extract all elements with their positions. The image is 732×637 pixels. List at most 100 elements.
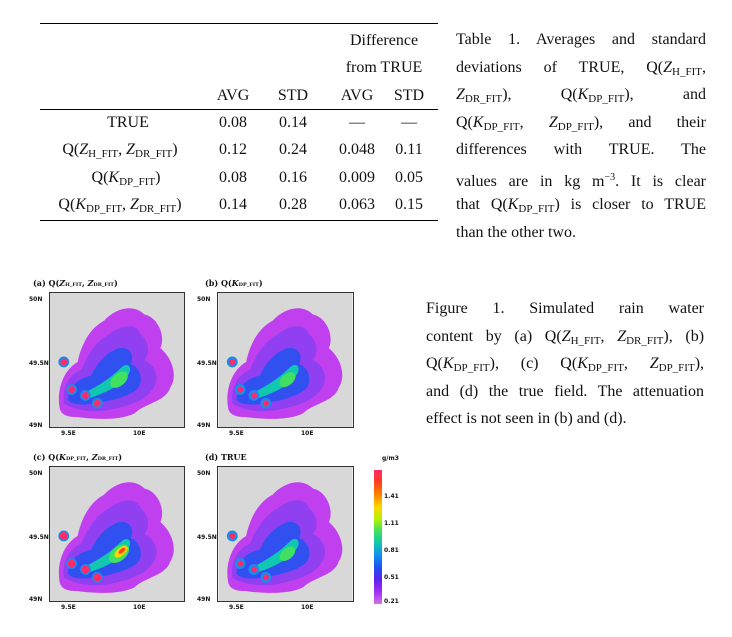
rain-map-panel [49, 292, 185, 428]
x-tick-label: 9.5E [229, 430, 244, 437]
cell-value: 0.14 [219, 196, 247, 213]
y-tick-label: 49N [29, 596, 43, 603]
colorbar-unit: g/m3 [382, 455, 399, 462]
rain-hotspot [81, 565, 90, 574]
caption-line: Figure 1. Simulated rain water [426, 300, 704, 317]
panel-title: (d) TRUE [205, 452, 247, 462]
rain-hotspot [250, 392, 258, 399]
col-header-std: STD [277, 87, 309, 104]
y-tick-label: 49.5N [29, 534, 49, 541]
rain-hotspot [237, 560, 244, 567]
y-tick-label: 49N [197, 422, 211, 429]
data-table: Difference from TRUE AVG STD AVG STD TRU… [40, 18, 438, 221]
y-tick-label: 50N [29, 296, 43, 303]
col-header-avg: AVG [216, 87, 250, 104]
panel-title: (a) Q(ZH_FIT, ZDR_FIT) [33, 278, 118, 288]
rain-cell-green [279, 372, 296, 388]
rain-hotspot [82, 392, 89, 399]
figure-caption: Figure 1. Simulated rain water content b… [426, 295, 704, 433]
rain-hotspot [93, 399, 101, 407]
caption-line: than the other two. [456, 223, 576, 241]
row-label: Q(ZH_FIT, ZDR_FIT) [62, 141, 178, 160]
rain-hotspot [67, 559, 76, 568]
group-header-line1: Difference [349, 32, 419, 49]
row-label: Q(KDP_FIT) [91, 169, 161, 188]
x-tick-label: 10E [301, 604, 314, 611]
colorbar [374, 470, 390, 604]
cell-value: 0.24 [279, 141, 307, 158]
y-tick-label: 49.5N [197, 360, 217, 367]
panel-title: (b) Q(KDP_FIT) [205, 278, 263, 288]
rain-hotspot [93, 573, 102, 582]
caption-line: effect is not seen in (b) and (d). [426, 410, 627, 427]
y-tick-label: 49.5N [29, 360, 49, 367]
rain-band-cyan [248, 539, 299, 574]
cell-value: 0.28 [279, 196, 307, 213]
caption-line: Table 1. Averages and standard [456, 31, 706, 48]
rain-map-panel [217, 466, 354, 602]
col-header-diff-std: STD [393, 87, 425, 104]
caption-line: that Q(KDP_FIT) is closer to TRUE [456, 196, 707, 215]
caption-line: Q(KDP_FIT), (c) Q(KDP_FIT, ZDP_FIT), [426, 355, 705, 374]
colorbar-label: 0.81 [384, 547, 399, 554]
y-tick-label: 50N [197, 296, 211, 303]
colorbar-strip [374, 470, 382, 604]
cell-value: — [349, 114, 365, 131]
y-tick-label: 50N [29, 470, 43, 477]
row-label: TRUE [107, 114, 149, 131]
rain-hotspot [262, 574, 269, 581]
rain-hotspot [262, 400, 269, 407]
caption-line: Q(KDP_FIT, ZDP_FIT), and their [456, 113, 706, 133]
rain-hotspot [229, 532, 236, 540]
x-tick-label: 10E [133, 430, 146, 437]
cell-value: 0.009 [339, 169, 375, 186]
y-tick-label: 49.5N [197, 534, 217, 541]
x-tick-label: 9.5E [229, 604, 244, 611]
rain-hotspot [60, 358, 68, 366]
rain-hotspot [59, 532, 68, 540]
colorbar-label: 1.41 [384, 493, 399, 500]
group-header-line2: from TRUE [345, 59, 423, 76]
caption-line: ZDR_FIT), Q(KDP_FIT), and [456, 86, 706, 105]
cell-value: 0.14 [279, 114, 307, 131]
panel-title: (c) Q(KDP_FIT, ZDR_FIT) [33, 452, 122, 462]
rain-map-panel [49, 466, 185, 602]
row-label: Q(KDP_FIT, ZDR_FIT) [58, 196, 182, 215]
table-top-rule [40, 23, 438, 24]
rain-map-panel [217, 292, 354, 428]
caption-line: content by (a) Q(ZH_FIT, ZDR_FIT), (b) [426, 327, 705, 347]
table-caption: Table 1. Averages and standard deviation… [456, 26, 706, 246]
colorbar-label: 0.51 [384, 574, 399, 581]
rain-hotspot [68, 386, 76, 394]
caption-line: deviations of TRUE, Q(ZH_FIT, [456, 58, 706, 78]
table-header-rule [40, 109, 438, 110]
col-header-diff-avg: AVG [340, 87, 374, 104]
x-tick-label: 9.5E [61, 430, 76, 437]
cell-value: 0.08 [219, 114, 247, 131]
cell-value: 0.048 [339, 141, 375, 158]
x-tick-label: 9.5E [61, 604, 76, 611]
rain-hotspot [250, 566, 258, 573]
rain-cell-red [118, 547, 126, 554]
cell-value: 0.16 [279, 169, 307, 186]
x-tick-label: 10E [301, 430, 314, 437]
rain-hotspot [237, 386, 244, 393]
cell-value: 0.08 [219, 169, 247, 186]
rain-hotspot [229, 358, 236, 366]
y-tick-label: 50N [197, 470, 211, 477]
caption-line: values are in kg m−3. It is clear [456, 171, 707, 190]
rain-cell-green [110, 371, 128, 388]
cell-value: 0.05 [395, 169, 423, 186]
rain-cell-green [279, 546, 296, 561]
cell-value: 0.12 [219, 141, 247, 158]
caption-line: differences with TRUE. The [456, 141, 706, 158]
x-tick-label: 10E [133, 604, 146, 611]
colorbar-label: 1.11 [384, 520, 399, 527]
cell-value: — [401, 114, 417, 131]
y-tick-label: 49N [29, 422, 43, 429]
cell-value: 0.11 [395, 141, 423, 158]
rain-band-cyan [248, 365, 299, 400]
table-bottom-rule [40, 220, 438, 221]
cell-value: 0.15 [395, 196, 423, 213]
caption-line: and (d) the true field. The attenuation [426, 382, 704, 400]
